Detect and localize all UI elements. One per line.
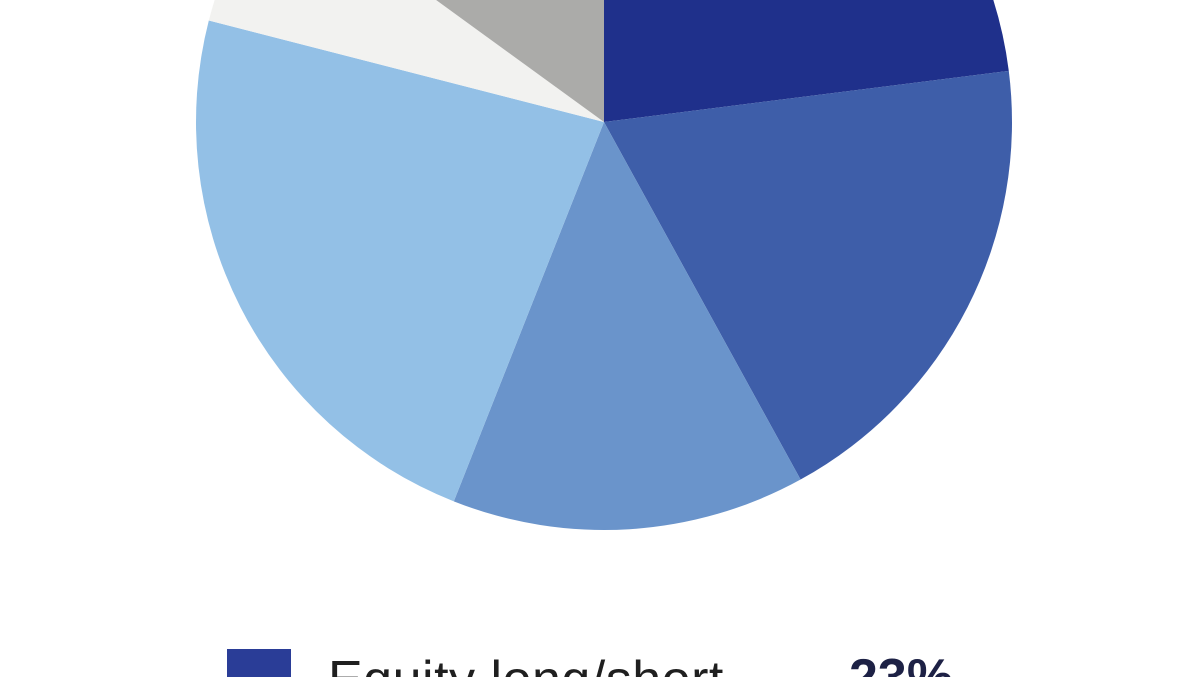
pie-slice — [436, 0, 604, 122]
legend-value-equity-long-short: 23% — [849, 652, 953, 677]
pie-slice — [453, 122, 801, 530]
pie-slice-equity-long-short — [604, 0, 1009, 122]
pie-slice — [604, 70, 1012, 480]
legend-label-equity-long-short: Equity long/short — [328, 654, 724, 677]
pie-slice — [208, 0, 604, 122]
legend-swatch-equity-long-short — [227, 649, 291, 677]
pie-slice — [196, 20, 604, 502]
